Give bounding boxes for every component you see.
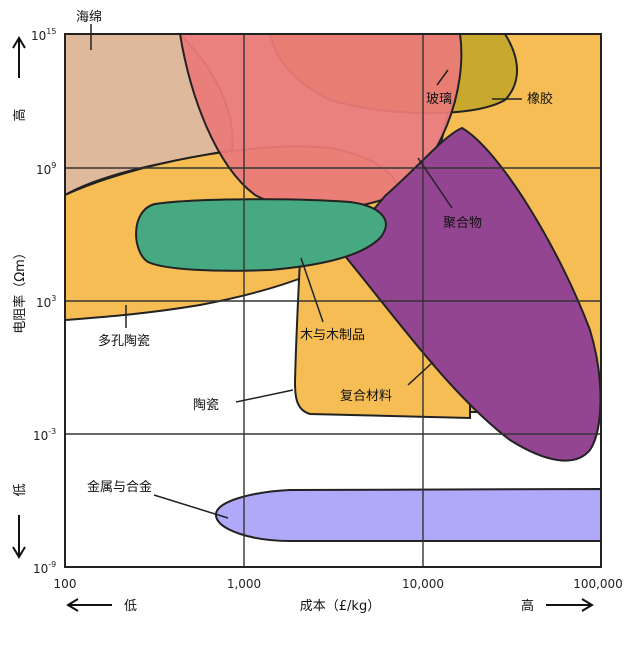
grid — [65, 34, 601, 567]
label-glass: 玻璃 — [426, 92, 452, 107]
y-tick-1e9: 109 — [36, 161, 56, 177]
arrow-right-icon — [546, 598, 594, 612]
arrow-left-icon — [66, 598, 112, 612]
x-axis-title: 成本（£/kg） — [300, 599, 380, 614]
x-low-label: 低 — [124, 599, 137, 614]
label-wood: 木与木制品 — [300, 328, 365, 343]
leader-ceramics — [235, 389, 294, 403]
label-porous-ceramics: 多孔陶瓷 — [98, 333, 150, 349]
label-polymers: 聚合物 — [443, 216, 482, 231]
y-tick-1e15: 1015 — [31, 27, 56, 43]
x-high-label: 高 — [521, 598, 534, 614]
arrow-up-icon — [12, 36, 26, 78]
y-tick-1e-3: 10-3 — [33, 427, 56, 443]
y-high-label: 高 — [12, 108, 28, 121]
label-sponge: 海绵 — [76, 10, 102, 25]
arrow-down-icon — [12, 515, 26, 559]
region-composites — [338, 126, 601, 462]
plot-frame — [64, 33, 602, 568]
leader-composites — [407, 361, 434, 386]
x-tick-100: 100 — [54, 577, 77, 591]
y-tick-1e-9: 10-9 — [33, 560, 56, 576]
x-tick-100000: 100,000 — [573, 577, 623, 591]
x-tick-10000: 10,000 — [402, 577, 444, 591]
region-metals — [215, 487, 601, 542]
leader-metals — [153, 494, 229, 519]
label-rubber: 橡胶 — [527, 91, 553, 107]
y-low-label: 低 — [13, 483, 28, 496]
label-metals: 金属与合金 — [87, 479, 152, 495]
region-wood — [135, 198, 387, 272]
leader-polymers — [417, 157, 453, 209]
leader-glass — [436, 69, 449, 86]
y-tick-1e3: 103 — [36, 294, 56, 310]
label-ceramics: 陶瓷 — [193, 397, 219, 413]
y-axis-title: 电阻率（Ωm） — [12, 246, 28, 334]
x-tick-1000: 1,000 — [227, 577, 261, 591]
label-composites: 复合材料 — [340, 389, 392, 404]
leader-wood — [300, 257, 324, 323]
